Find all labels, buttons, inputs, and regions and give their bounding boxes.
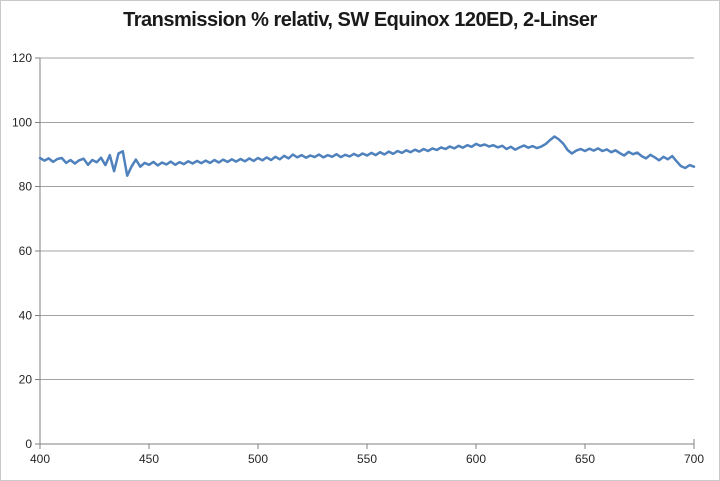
y-tick-label: 40 [19, 308, 33, 322]
x-tick-label: 650 [575, 452, 595, 466]
x-tick-label: 550 [357, 452, 377, 466]
x-tick-label: 400 [30, 452, 50, 466]
y-tick-label: 20 [19, 373, 33, 387]
x-tick-label: 700 [684, 452, 704, 466]
series-line [38, 135, 696, 177]
x-tick-label: 600 [466, 452, 486, 466]
chart-title: Transmission % relativ, SW Equinox 120ED… [123, 9, 597, 31]
y-tick-label: 80 [19, 180, 33, 194]
y-tick-label: 120 [12, 51, 32, 65]
x-tick-label: 500 [248, 452, 268, 466]
y-tick-label: 0 [25, 437, 32, 451]
y-tick-label: 100 [12, 115, 32, 129]
y-tick-label: 60 [19, 244, 33, 258]
x-tick-label: 450 [139, 452, 159, 466]
